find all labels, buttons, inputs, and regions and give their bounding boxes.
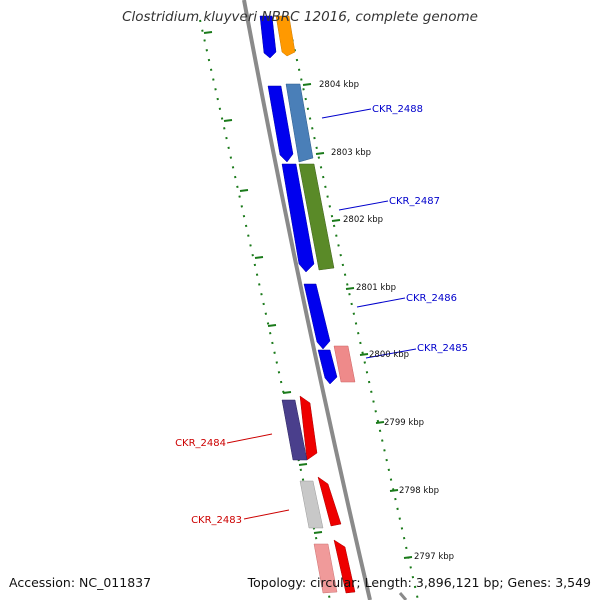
scale-label: 2804 kbp: [319, 80, 359, 90]
gene-ckr-2485-ortholog: [333, 345, 356, 383]
genome-backbone: [242, 0, 372, 600]
gene-ckr-2483-arrow: [317, 476, 342, 527]
gene-ckr-2484-ortholog: [281, 399, 308, 461]
scale-label: 2799 kbp: [384, 418, 424, 428]
scale-label: 2800 kbp: [369, 350, 409, 360]
gene-top-arrow: [259, 15, 277, 59]
accession-text: Accession: NC_011837: [9, 575, 152, 590]
map-title: Clostridium kluyveri NBRC 12016, complet…: [122, 9, 478, 25]
gene-label-ckr-2486[interactable]: CKR_2486: [406, 293, 457, 304]
gene-label-ckr-2483[interactable]: CKR_2483: [191, 515, 242, 526]
gene-top-ortholog: [275, 15, 296, 57]
inner-major-ticks: [203, 31, 323, 534]
gene-unlabeled-arrow: [333, 539, 356, 594]
outer-scale-ticks: [302, 83, 413, 559]
gene-ckr-2486-arrow: [303, 283, 331, 350]
gene-ckr-2483-ortholog: [299, 480, 324, 529]
genome-summary-text: Topology: circular; Length: 3,896,121 bp…: [247, 575, 591, 590]
gene-unlabeled-ortholog: [313, 543, 338, 594]
scale-labels: 2804 kbp 2803 kbp 2802 kbp 2801 kbp 2800…: [319, 80, 454, 562]
gene-ckr-2487-arrow: [281, 163, 315, 273]
gene-ckr-2484-arrow: [299, 395, 318, 461]
gene-labels: CKR_2488 CKR_2487 CKR_2486 CKR_2485 CKR_…: [175, 104, 468, 526]
gene-ckr-2488-arrow: [267, 85, 294, 163]
gene-ckr-2487-ortholog: [298, 163, 335, 271]
genome-backbone-right: [398, 592, 408, 600]
gene-label-ckr-2487[interactable]: CKR_2487: [389, 196, 440, 207]
forward-strand-genes: [259, 15, 338, 385]
gene-label-ckr-2484[interactable]: CKR_2484: [175, 438, 226, 449]
scale-label: 2803 kbp: [331, 148, 371, 158]
scale-label: 2801 kbp: [356, 283, 396, 293]
gene-label-ckr-2485[interactable]: CKR_2485: [417, 343, 468, 354]
scale-label: 2802 kbp: [343, 215, 383, 225]
scale-label: 2798 kbp: [399, 486, 439, 496]
reverse-strand-genes: [281, 345, 356, 594]
scale-label: 2797 kbp: [414, 552, 454, 562]
gene-label-ckr-2488[interactable]: CKR_2488: [372, 104, 423, 115]
gene-ckr-2488-ortholog: [285, 83, 314, 163]
label-leader-lines: [226, 108, 417, 520]
gene-ckr-2485-arrow: [317, 349, 338, 385]
